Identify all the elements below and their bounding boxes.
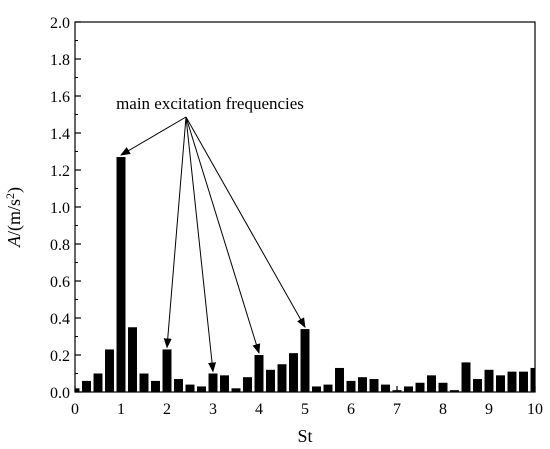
y-tick-label: 0.6: [50, 274, 70, 291]
annotation-label: main excitation frequencies: [116, 94, 304, 113]
bar: [519, 371, 528, 392]
bar: [381, 384, 390, 392]
bar: [82, 380, 91, 392]
bar: [139, 373, 149, 392]
bar: [174, 379, 183, 392]
bar: [300, 329, 310, 392]
y-tick-label: 0.2: [50, 348, 70, 365]
bar: [450, 390, 459, 392]
x-tick-label: 3: [209, 401, 217, 418]
y-tick-label: 0.8: [50, 237, 70, 254]
annotation-arrow: [185, 116, 306, 328]
bar: [289, 353, 298, 392]
bar: [243, 377, 252, 392]
y-tick-label: 2.0: [50, 15, 70, 32]
bar: [358, 377, 367, 392]
annotation-arrow: [163, 116, 187, 349]
bar: [484, 369, 494, 392]
bar: [312, 386, 321, 392]
y-axis-title-exponent: 2: [3, 193, 17, 199]
x-tick-label: 9: [485, 401, 493, 418]
annotation-arrow: [185, 116, 261, 354]
y-axis-title-close: ): [4, 187, 25, 193]
bar: [507, 371, 517, 392]
annotation-arrow: [120, 116, 187, 156]
y-tick-label: 1.8: [50, 52, 70, 69]
bar: [415, 382, 425, 392]
x-tick-label: 2: [163, 401, 171, 418]
bar: [277, 364, 287, 392]
annotation-arrow: [185, 116, 217, 373]
x-tick-label: 8: [439, 401, 447, 418]
x-axis-title: St: [297, 426, 312, 446]
x-tick-label: 10: [527, 401, 543, 418]
x-tick-label: 6: [347, 401, 355, 418]
bar: [461, 362, 471, 392]
bar: [369, 379, 379, 392]
x-tick-label: 0: [71, 401, 79, 418]
y-axis: 0.0 0.2 0.4 0.6 0.8 1.0 1.2 1.4 1.6 1.8 2.0: [50, 15, 81, 402]
bar: [220, 375, 229, 392]
bar: [208, 373, 218, 392]
y-axis-title: A/(m/s2): [3, 187, 25, 248]
bar: [404, 386, 413, 392]
bar: [185, 384, 195, 392]
bar: [427, 375, 436, 392]
bar: [105, 349, 114, 392]
y-tick-label: 0.0: [50, 385, 70, 402]
bar: [197, 386, 206, 392]
y-tick-label: 0.4: [50, 311, 70, 328]
bar: [335, 367, 344, 392]
bar: [162, 349, 172, 392]
x-tick-label: 4: [255, 401, 263, 418]
y-tick-label: 1.2: [50, 163, 70, 180]
x-tick-label: 5: [301, 401, 309, 418]
y-tick-label: 1.0: [50, 200, 70, 217]
bar: [151, 380, 160, 392]
y-tick-label: 1.4: [50, 126, 70, 143]
bar: [93, 373, 103, 392]
bar: [254, 355, 264, 392]
y-tick-label: 1.6: [50, 89, 70, 106]
bar: [116, 157, 126, 392]
annotation-layer: [120, 116, 306, 373]
y-axis-title-symbol: A: [4, 235, 24, 248]
bar: [323, 384, 333, 392]
bars-layer: [75, 157, 535, 392]
bar: [75, 388, 80, 392]
bar: [473, 379, 482, 392]
bar: [496, 375, 505, 392]
bar: [128, 327, 137, 392]
y-axis-title-unit: /(m/s: [4, 199, 25, 236]
bar: [266, 369, 275, 392]
x-axis: 0 1 2 3 4 5 6 7 8 9 10: [71, 386, 543, 418]
x-tick-label: 1: [117, 401, 125, 418]
bar: [530, 367, 535, 392]
x-tick-label: 7: [393, 401, 401, 418]
